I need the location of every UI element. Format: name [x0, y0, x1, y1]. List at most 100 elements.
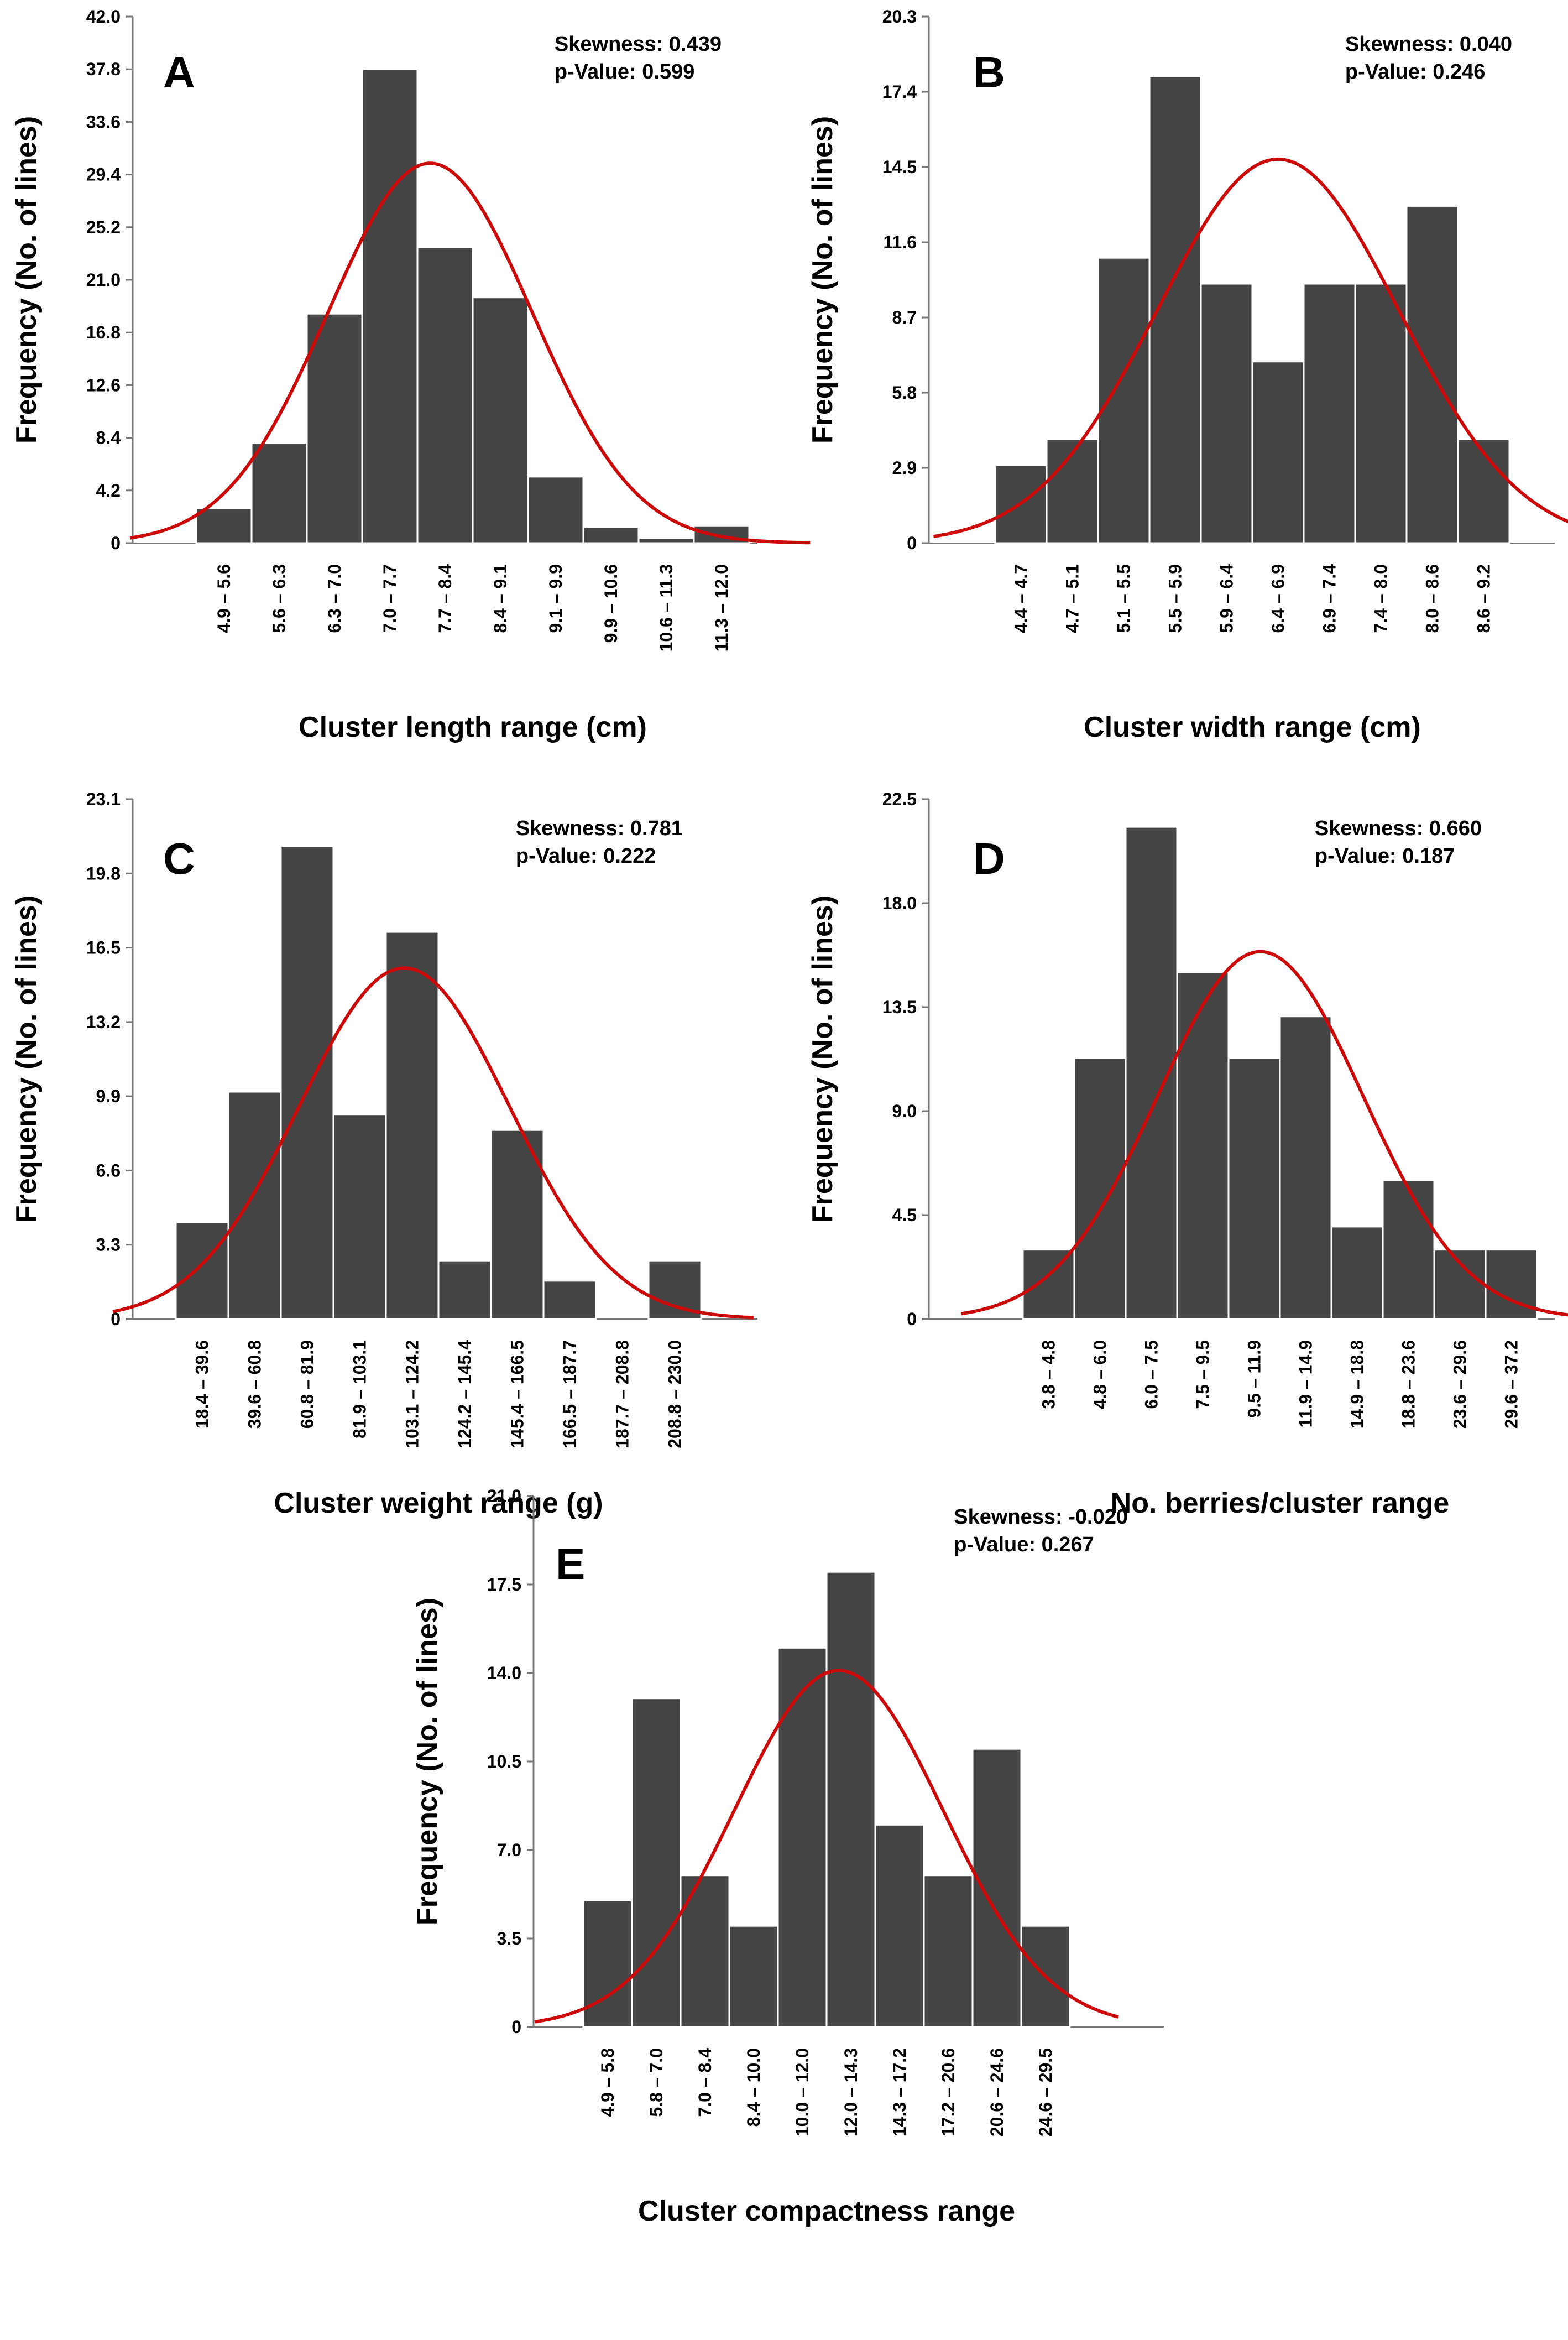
x-axis-title: No. berries/cluster range	[1111, 1487, 1450, 1519]
x-tick-label: 4.4 – 4.7	[1011, 564, 1031, 633]
normal-fit-curve	[933, 157, 1568, 539]
bar-7	[527, 476, 584, 544]
normal-fit-curve	[112, 966, 754, 1320]
bar-8	[923, 1874, 974, 2028]
y-tick-label: 7.0	[497, 1840, 521, 1860]
bar-7	[490, 1129, 545, 1320]
y-axis-title: Frequency (No. of lines)	[11, 116, 43, 444]
y-tick-label: 23.1	[86, 789, 121, 809]
y-tick-label: 29.4	[86, 165, 121, 185]
x-tick-label: 7.5 – 9.5	[1193, 1340, 1213, 1409]
bar-6	[825, 1571, 876, 2028]
y-tick-label: 14.5	[882, 157, 917, 177]
y-tick-label: 0	[511, 2017, 521, 2037]
bar-9	[971, 1748, 1022, 2028]
y-tick-label: 33.6	[86, 112, 121, 132]
bar-8	[582, 526, 640, 544]
y-axis-title: Frequency (No. of lines)	[11, 895, 43, 1223]
y-tick-label: 0	[111, 1309, 121, 1329]
y-tick-label: 17.4	[882, 82, 917, 102]
y-axis-title: Frequency (No. of lines)	[807, 116, 839, 444]
bar-6	[1279, 1015, 1332, 1320]
x-tick-label: 10.6 – 11.3	[656, 564, 676, 652]
panel-letter: D	[973, 834, 1005, 883]
x-tick-label: 7.4 – 8.0	[1371, 564, 1391, 633]
x-tick-label: 8.4 – 9.1	[490, 564, 510, 633]
x-tick-label: 4.9 – 5.8	[598, 2048, 618, 2117]
bar-5	[777, 1646, 828, 2028]
y-tick-label: 16.8	[86, 322, 121, 342]
skewness-annotation: Skewness: 0.781	[516, 817, 683, 840]
x-tick-label: 60.8 – 81.9	[297, 1340, 317, 1429]
bar-6	[437, 1259, 492, 1320]
y-tick-label: 22.5	[882, 789, 917, 809]
bar-5	[416, 246, 474, 544]
y-tick-label: 21.0	[487, 1486, 521, 1506]
x-axis-title: Cluster weight range (g)	[274, 1487, 603, 1519]
y-tick-label: 2.9	[892, 458, 917, 478]
y-tick-label: 17.5	[487, 1575, 521, 1594]
skewness-annotation: Skewness: -0.020	[954, 1505, 1128, 1529]
y-tick-label: 8.4	[96, 428, 121, 448]
y-tick-label: 14.0	[487, 1663, 521, 1683]
bar-6	[1251, 361, 1305, 544]
x-tick-label: 5.8 – 7.0	[646, 2048, 666, 2117]
y-tick-label: 0	[111, 533, 121, 553]
x-tick-label: 11.3 – 12.0	[712, 564, 731, 652]
skewness-annotation: Skewness: 0.439	[555, 33, 722, 56]
x-tick-label: 10.0 – 12.0	[792, 2048, 812, 2136]
y-tick-label: 6.6	[96, 1160, 121, 1180]
bar-3	[306, 312, 363, 544]
x-tick-label: 187.7 – 208.8	[613, 1340, 633, 1448]
x-tick-label: 124.2 – 145.4	[455, 1340, 475, 1448]
bar-4	[1176, 971, 1230, 1320]
x-tick-label: 29.6 – 37.2	[1502, 1340, 1522, 1429]
bar-2	[1046, 438, 1099, 544]
bar-4	[361, 68, 419, 544]
y-tick-label: 4.5	[892, 1205, 917, 1225]
bar-7	[1303, 283, 1356, 544]
bar-1	[1022, 1249, 1075, 1320]
x-axis-title: Cluster compactness range	[638, 2195, 1015, 2227]
bar-1	[195, 507, 253, 544]
panel-c: 0 3.3 6.6 9.9 13.2 16.5 19.8 23.1 Frequency (No.…	[11, 789, 757, 1519]
x-tick-label: 9.1 – 9.9	[546, 564, 566, 633]
bar-8	[1382, 1179, 1435, 1320]
x-tick-label: 8.6 – 9.2	[1474, 564, 1494, 633]
x-tick-label: 4.8 – 6.0	[1090, 1340, 1110, 1409]
y-tick-label: 4.2	[96, 481, 121, 501]
skewness-annotation: Skewness: 0.040	[1345, 33, 1512, 56]
x-tick-label: 103.1 – 124.2	[403, 1340, 422, 1448]
y-tick-label: 11.6	[883, 232, 917, 252]
bar-10	[1457, 438, 1510, 544]
bar-9	[1433, 1249, 1487, 1320]
x-tick-label: 4.7 – 5.1	[1063, 564, 1083, 633]
bar-8	[542, 1280, 597, 1320]
x-tick-label: 20.6 – 24.6	[987, 2048, 1007, 2136]
y-tick-label: 0	[907, 1309, 917, 1329]
bar-3	[1097, 257, 1151, 544]
y-tick-label: 8.7	[892, 308, 917, 327]
x-tick-label: 24.6 – 29.5	[1036, 2048, 1055, 2136]
y-tick-label: 37.8	[86, 59, 121, 79]
y-tick-label: 13.2	[86, 1012, 121, 1032]
panel-letter: C	[163, 834, 195, 883]
x-tick-label: 208.8 – 230.0	[665, 1340, 685, 1448]
x-tick-label: 8.0 – 8.6	[1423, 564, 1442, 633]
x-tick-label: 5.9 – 6.4	[1217, 564, 1237, 633]
panel-e: 0 3.5 7.0 10.5 14.0 17.5 21.0 Frequency (No. of…	[411, 1486, 1164, 2227]
bar-3	[280, 845, 334, 1320]
p-value-annotation: p-Value: 0.246	[1345, 60, 1485, 84]
x-tick-label: 9.9 – 10.6	[601, 564, 621, 643]
x-tick-label: 14.9 – 18.8	[1347, 1340, 1367, 1429]
y-axis-title: Frequency (No. of lines)	[807, 895, 839, 1223]
x-tick-label: 7.0 – 8.4	[695, 2048, 715, 2117]
x-tick-label: 14.3 – 17.2	[890, 2048, 910, 2136]
bar-4	[332, 1113, 387, 1320]
bar-2	[1073, 1057, 1127, 1320]
x-tick-label: 7.0 – 7.7	[380, 564, 400, 633]
panel-letter: E	[556, 1539, 585, 1588]
bar-6	[472, 296, 529, 544]
bar-1	[582, 1899, 633, 2028]
x-tick-label: 7.7 – 8.4	[435, 564, 455, 633]
